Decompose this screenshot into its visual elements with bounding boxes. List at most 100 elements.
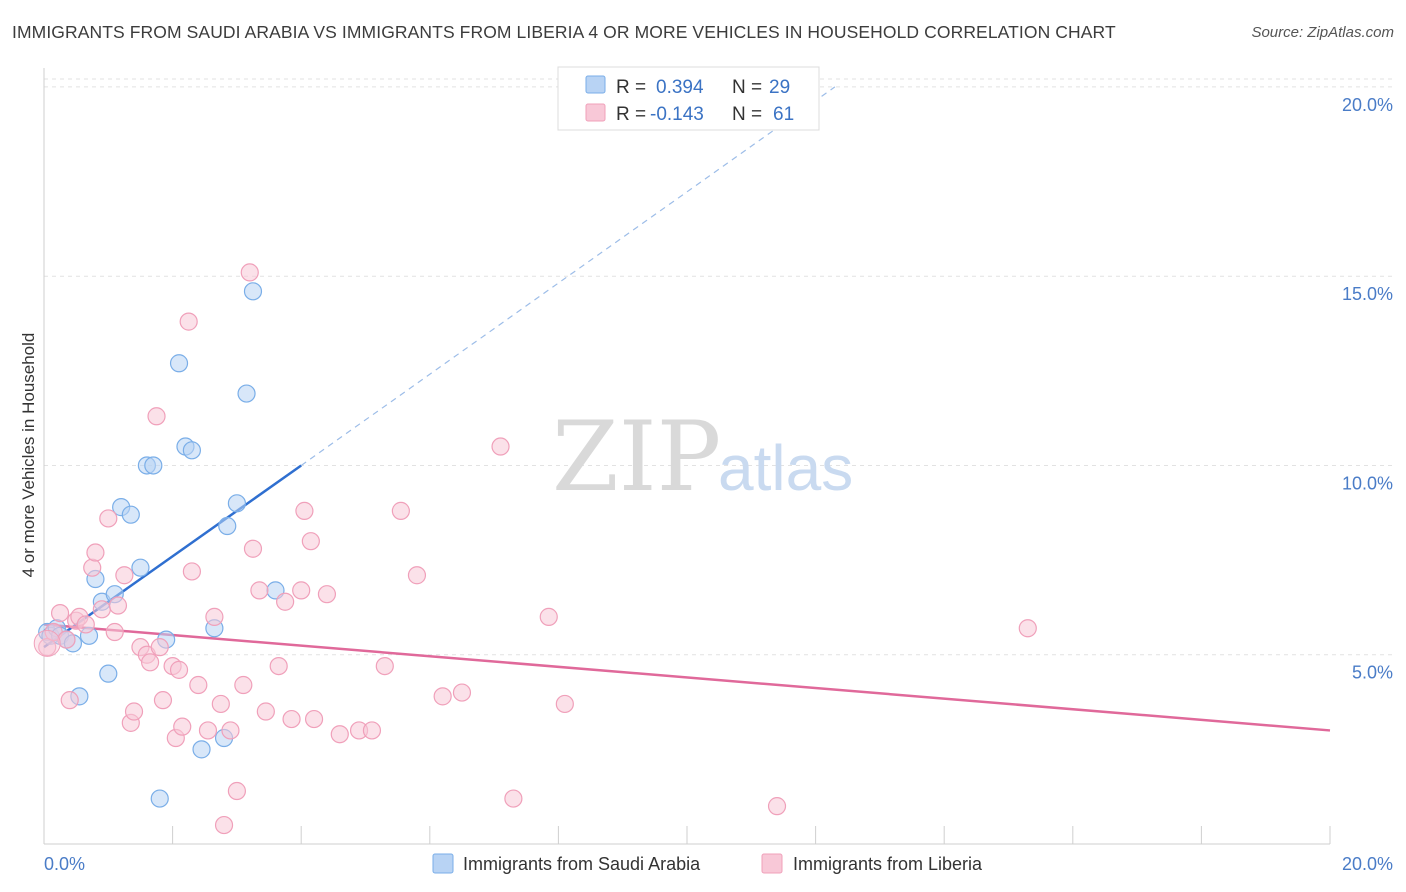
point-liberia: [50, 603, 70, 623]
point-liberia: [140, 653, 160, 672]
point-liberia: [86, 543, 105, 562]
point-liberia: [169, 660, 189, 679]
bottom-legend-label-saudi: Immigrants from Saudi Arabia: [463, 854, 701, 874]
point-liberia: [92, 600, 111, 619]
point-liberia: [240, 263, 259, 282]
point-liberia: [767, 797, 787, 816]
point-liberia: [214, 815, 234, 835]
point-saudi-arabia: [150, 789, 169, 808]
watermark-atlas: atlas: [718, 432, 853, 504]
point-liberia: [391, 501, 410, 520]
x-tick-label: 0.0%: [44, 854, 85, 874]
legend: R = 0.394 N = 29 R = -0.143 N = 61: [557, 66, 820, 131]
bottom-legend-swatch-saudi: [432, 853, 454, 874]
point-liberia: [153, 691, 173, 710]
point-liberia: [173, 717, 192, 736]
point-saudi-arabia: [227, 494, 246, 513]
point-saudi-arabia: [237, 384, 256, 403]
y-tick-label: 15.0%: [1342, 284, 1393, 304]
point-liberia: [227, 781, 246, 801]
point-saudi-arabia: [169, 354, 189, 373]
point-liberia: [115, 566, 134, 585]
point-liberia: [179, 312, 198, 331]
point-saudi-arabia: [192, 740, 211, 759]
point-liberia: [269, 656, 288, 676]
point-liberia: [433, 687, 452, 706]
bottom-legend-swatch-liberia: [761, 853, 783, 874]
axes: [43, 68, 1331, 845]
point-liberia: [147, 407, 166, 426]
point-liberia: [256, 702, 275, 721]
point-cluster: [33, 629, 61, 657]
point-liberia: [76, 615, 95, 634]
data-points: [33, 263, 1037, 835]
legend-n-value-liberia: 61: [773, 104, 794, 125]
trend-line-liberia: [43, 623, 1331, 732]
point-liberia: [407, 566, 427, 585]
point-liberia: [452, 683, 472, 702]
point-liberia: [292, 581, 311, 600]
point-liberia: [182, 562, 201, 581]
y-tick-label: 20.0%: [1342, 95, 1393, 115]
point-liberia: [276, 592, 295, 611]
point-saudi-arabia: [121, 505, 140, 524]
legend-n-label-liberia: N =: [732, 104, 762, 125]
point-liberia: [60, 691, 79, 710]
bottom-legend-label-liberia: Immigrants from Liberia: [793, 854, 983, 874]
point-liberia: [105, 622, 124, 642]
point-liberia: [211, 694, 230, 714]
point-saudi-arabia: [99, 664, 118, 683]
point-liberia: [304, 709, 324, 729]
point-liberia: [99, 509, 118, 528]
legend-r-label-saudi: R =: [616, 77, 646, 98]
legend-r-label-liberia: R =: [616, 104, 646, 125]
y-tick-label: 10.0%: [1342, 473, 1393, 493]
point-liberia: [243, 539, 263, 558]
point-liberia: [83, 558, 102, 577]
point-liberia: [317, 585, 337, 604]
legend-r-value-saudi: 0.394: [656, 77, 704, 98]
point-liberia: [234, 675, 253, 695]
point-liberia: [295, 501, 314, 520]
point-saudi-arabia: [131, 558, 150, 577]
point-liberia: [124, 702, 144, 721]
y-tick-label: 5.0%: [1352, 663, 1393, 683]
source-label: Source: ZipAtlas.com: [1251, 24, 1394, 41]
point-liberia: [555, 694, 574, 714]
point-liberia: [108, 596, 128, 615]
chart-title: IMMIGRANTS FROM SAUDI ARABIA VS IMMIGRAN…: [12, 22, 1116, 42]
grid-lines: [44, 78, 1392, 656]
point-liberia: [150, 638, 169, 657]
point-saudi-arabia: [144, 456, 163, 475]
point-liberia: [504, 789, 523, 808]
bottom-legend: Immigrants from Saudi Arabia Immigrants …: [432, 853, 983, 874]
point-liberia: [330, 725, 349, 744]
x-tick-label: 20.0%: [1342, 854, 1393, 874]
watermark: ZIP atlas: [552, 401, 853, 513]
point-liberia: [362, 721, 382, 740]
point-liberia: [301, 532, 320, 551]
axis-ticks: 5.0% 10.0% 15.0% 20.0% 0.0% 20.0%: [44, 95, 1393, 874]
point-liberia: [282, 709, 301, 729]
point-saudi-arabia: [218, 516, 237, 536]
point-liberia: [221, 721, 240, 740]
watermark-zip: ZIP: [552, 401, 721, 513]
point-liberia: [38, 638, 57, 657]
point-liberia: [491, 437, 510, 456]
point-saudi-arabia: [243, 282, 263, 301]
legend-r-value-liberia: -0.143: [650, 104, 704, 125]
legend-n-value-saudi: 29: [769, 77, 790, 98]
legend-swatch-saudi: [585, 75, 606, 94]
legend-n-label-saudi: N =: [732, 77, 762, 98]
legend-swatch-liberia: [585, 103, 606, 122]
point-liberia: [198, 721, 218, 740]
point-liberia: [205, 607, 224, 626]
point-liberia: [375, 656, 394, 676]
point-liberia: [1018, 619, 1037, 638]
y-axis-title: 4 or more Vehicles in Household: [19, 333, 38, 578]
point-liberia: [57, 630, 76, 649]
point-liberia: [189, 675, 208, 695]
point-saudi-arabia: [182, 441, 201, 460]
point-liberia: [539, 607, 558, 626]
